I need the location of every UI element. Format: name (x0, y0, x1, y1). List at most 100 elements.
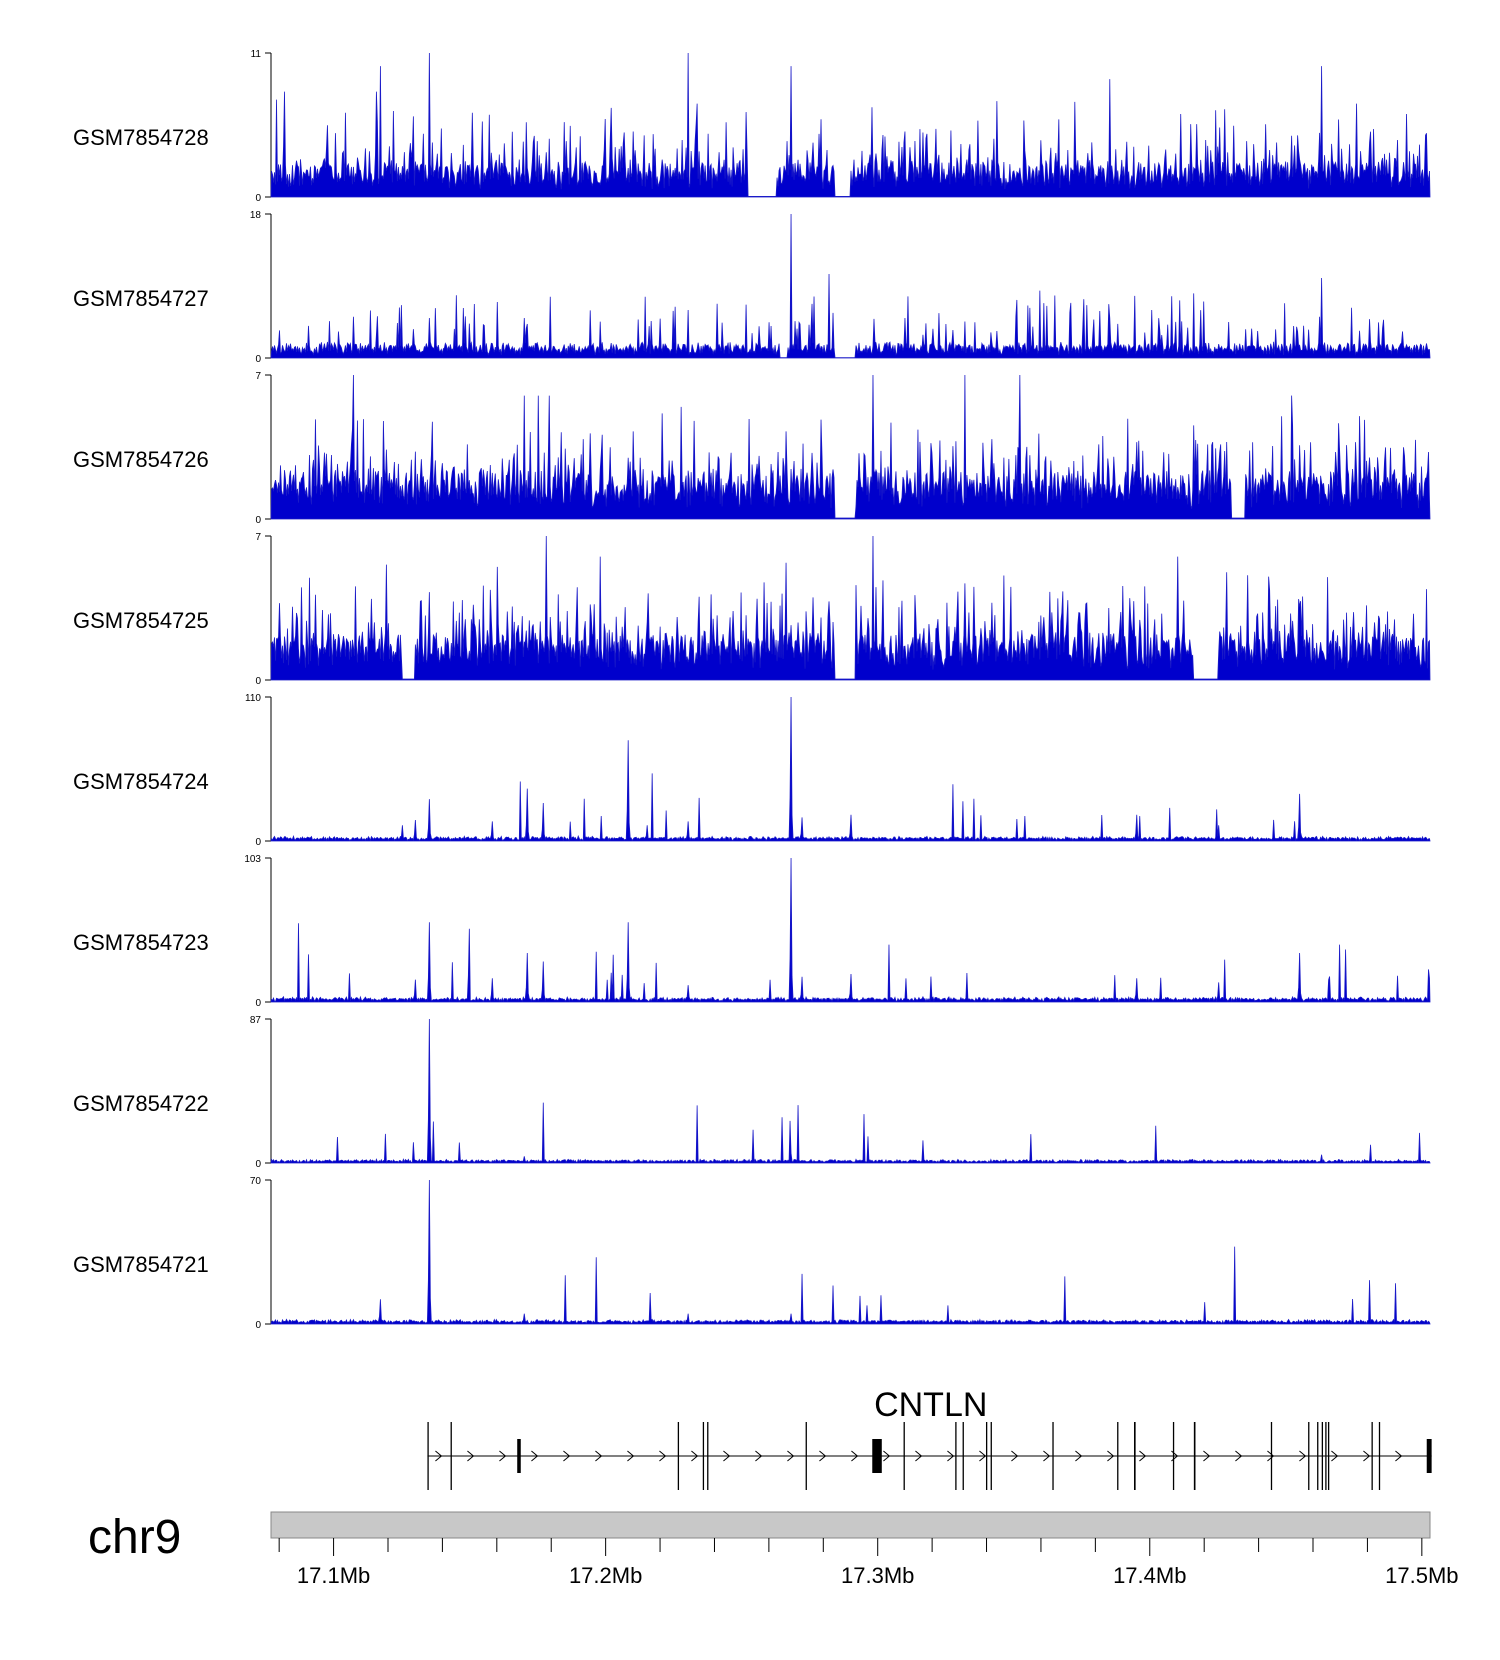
exon (1117, 1422, 1119, 1490)
track-label: GSM7854722 (73, 1091, 209, 1116)
y-tick-label-min: 0 (255, 193, 261, 204)
strand-arrow (1235, 1450, 1243, 1462)
y-tick-label-max: 103 (244, 854, 261, 865)
strand-arrow (595, 1450, 603, 1462)
gene-label: CNTLN (874, 1386, 987, 1424)
y-tick-label-min: 0 (255, 515, 261, 526)
strand-arrow (1299, 1450, 1307, 1462)
exon (1378, 1422, 1381, 1490)
track-gsm7854725: GSM7854725 7 0 (73, 532, 1431, 687)
signal-area (270, 1018, 1431, 1164)
y-tick-label-max: 18 (250, 210, 262, 221)
y-tick-label-max: 7 (255, 371, 261, 382)
exon (1052, 1422, 1054, 1490)
signal-area (270, 213, 1431, 359)
strand-arrow (755, 1450, 763, 1462)
signal-area (270, 696, 1431, 842)
exon (1371, 1422, 1373, 1490)
strand-arrow (499, 1450, 507, 1462)
exon (872, 1439, 882, 1473)
strand-arrow (1203, 1450, 1211, 1462)
x-tick-label: 17.5Mb (1385, 1563, 1458, 1588)
strand-arrow (467, 1450, 475, 1462)
signal-tracks: GSM7854728110GSM7854727180GSM785472670GS… (73, 49, 1431, 1331)
chromosome-label: chr9 (88, 1511, 181, 1564)
y-tick-label-min: 0 (255, 676, 261, 687)
track-label: GSM7854728 (73, 125, 209, 150)
signal-area (270, 535, 1431, 681)
strand-arrow (1011, 1450, 1019, 1462)
strand-arrow (1331, 1450, 1339, 1462)
chromosome-ideogram: chr9 (88, 1511, 1431, 1564)
track-label: GSM7854721 (73, 1252, 209, 1277)
track-gsm7854728: GSM7854728 11 0 (73, 49, 1431, 204)
track-gsm7854722: GSM7854722 87 0 (73, 1015, 1431, 1170)
strand-arrow (787, 1450, 795, 1462)
y-tick-label-max: 110 (245, 693, 261, 704)
strand-arrow (947, 1450, 955, 1462)
exon (962, 1422, 964, 1490)
strand-arrow (979, 1450, 987, 1462)
strand-arrow (819, 1450, 827, 1462)
track-gsm7854723: GSM7854723 103 0 (73, 854, 1431, 1009)
exon (990, 1422, 992, 1490)
track-gsm7854721: GSM7854721 70 0 (73, 1176, 1431, 1331)
strand-arrow (1139, 1450, 1147, 1462)
strand-arrow (1363, 1450, 1371, 1462)
y-tick-label-max: 87 (250, 1015, 262, 1026)
strand-arrow (627, 1450, 635, 1462)
strand-arrow (1107, 1450, 1115, 1462)
exon (1270, 1422, 1273, 1490)
exon (955, 1422, 957, 1490)
y-tick-label-min: 0 (255, 1320, 261, 1331)
exon (677, 1422, 680, 1490)
y-tick-label-max: 7 (255, 532, 261, 543)
exon (517, 1439, 521, 1473)
strand-arrow (531, 1450, 539, 1462)
exon (450, 1422, 452, 1490)
x-tick-label: 17.2Mb (569, 1563, 642, 1588)
signal-area (270, 52, 1431, 198)
strand-arrow (435, 1450, 443, 1462)
exon (427, 1422, 429, 1490)
exon (1325, 1422, 1327, 1490)
signal-area (270, 1179, 1431, 1325)
exon (1426, 1439, 1432, 1473)
x-tick-label: 17.4Mb (1113, 1563, 1186, 1588)
y-tick-label-min: 0 (255, 354, 261, 365)
y-tick-label-max: 11 (251, 49, 262, 60)
exon (702, 1422, 705, 1490)
exon (1133, 1422, 1136, 1490)
strand-arrow (563, 1450, 571, 1462)
y-tick-label-max: 70 (250, 1176, 262, 1187)
track-gsm7854724: GSM7854724 110 0 (73, 693, 1431, 848)
track-label: GSM7854725 (73, 608, 209, 633)
strand-arrow (1395, 1450, 1403, 1462)
ideogram-bar (270, 1511, 1431, 1539)
strand-arrow (883, 1450, 891, 1462)
exon (805, 1422, 807, 1490)
strand-arrow (659, 1450, 667, 1462)
y-tick-label-min: 0 (255, 837, 261, 848)
exon (1308, 1422, 1310, 1490)
exon (707, 1422, 709, 1490)
exon (1327, 1422, 1330, 1490)
y-tick-label-min: 0 (255, 998, 261, 1009)
strand-arrow (851, 1450, 859, 1462)
track-label: GSM7854723 (73, 930, 209, 955)
exon (903, 1422, 905, 1490)
signal-area (270, 857, 1431, 1003)
strand-arrow (915, 1450, 923, 1462)
track-gsm7854726: GSM7854726 7 0 (73, 371, 1431, 526)
strand-arrow (723, 1450, 731, 1462)
gene-track: CNTLN (427, 1386, 1432, 1490)
track-label: GSM7854726 (73, 447, 209, 472)
y-tick-label-min: 0 (255, 1159, 261, 1170)
track-gsm7854727: GSM7854727 18 0 (73, 210, 1431, 365)
exon (985, 1422, 988, 1490)
track-label: GSM7854724 (73, 769, 209, 794)
track-label: GSM7854727 (73, 286, 209, 311)
strand-arrow (691, 1450, 699, 1462)
signal-area (270, 374, 1431, 520)
exon (1321, 1422, 1324, 1490)
